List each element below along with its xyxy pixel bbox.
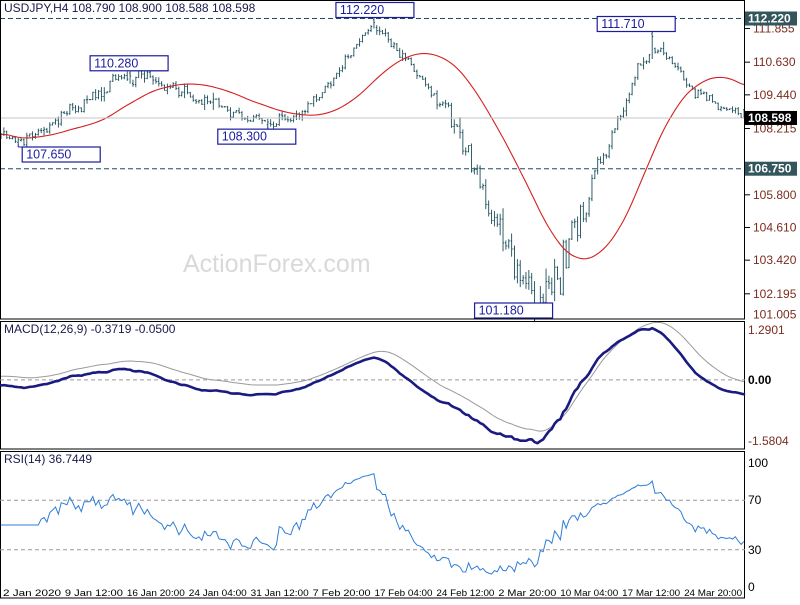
svg-text:USDJPY,H4 108.790 108.900 10: USDJPY,H4 108.790 108.900 108.588 108.59… (4, 1, 256, 15)
svg-text:0: 0 (748, 580, 755, 594)
svg-text:108.300: 108.300 (222, 130, 267, 144)
svg-text:1.2901: 1.2901 (748, 323, 785, 337)
svg-text:100: 100 (748, 456, 768, 470)
svg-text:24 Feb 12:00: 24 Feb 12:00 (436, 588, 494, 599)
svg-text:101.180: 101.180 (479, 304, 524, 318)
svg-text:107.650: 107.650 (26, 148, 71, 162)
svg-text:70: 70 (748, 493, 762, 507)
svg-text:109.440: 109.440 (753, 88, 797, 102)
svg-text:17 Feb 04:00: 17 Feb 04:00 (375, 588, 433, 599)
svg-text:2 Jan 2020: 2 Jan 2020 (3, 588, 61, 599)
svg-text:110.630: 110.630 (753, 55, 796, 69)
svg-text:RSI(14) 36.7449: RSI(14) 36.7449 (4, 452, 92, 466)
svg-text:106.750: 106.750 (748, 162, 792, 176)
svg-text:102.195: 102.195 (753, 287, 797, 301)
svg-text:24 Mar 20:00: 24 Mar 20:00 (684, 588, 742, 599)
svg-text:24 Jan 04:00: 24 Jan 04:00 (189, 588, 247, 599)
svg-text:17 Mar 12:00: 17 Mar 12:00 (622, 588, 680, 599)
svg-text:7 Feb 20:00: 7 Feb 20:00 (313, 588, 371, 599)
svg-text:10 Mar 04:00: 10 Mar 04:00 (560, 588, 618, 599)
svg-text:112.220: 112.220 (340, 3, 384, 17)
svg-text:103.420: 103.420 (753, 253, 797, 267)
svg-text:9 Jan 12:00: 9 Jan 12:00 (65, 588, 123, 599)
svg-text:111.710: 111.710 (601, 17, 644, 31)
svg-text:-1.5804: -1.5804 (748, 434, 789, 448)
svg-text:104.610: 104.610 (753, 220, 797, 234)
svg-text:MACD(12,26,9) -0.3719 -0.0500: MACD(12,26,9) -0.3719 -0.0500 (4, 322, 176, 336)
svg-text:16 Jan 20:00: 16 Jan 20:00 (127, 588, 185, 599)
svg-text:31 Jan 12:00: 31 Jan 12:00 (251, 588, 309, 599)
svg-text:108.598: 108.598 (748, 111, 792, 125)
svg-text:105.800: 105.800 (753, 188, 797, 202)
svg-text:0.00: 0.00 (748, 373, 772, 387)
svg-text:ActionForex.com: ActionForex.com (183, 250, 371, 278)
svg-text:110.280: 110.280 (94, 56, 138, 70)
svg-text:2 Mar 20:00: 2 Mar 20:00 (498, 588, 556, 599)
svg-text:30: 30 (748, 543, 762, 557)
svg-text:101.005: 101.005 (753, 308, 797, 322)
svg-text:112.220: 112.220 (748, 12, 791, 26)
